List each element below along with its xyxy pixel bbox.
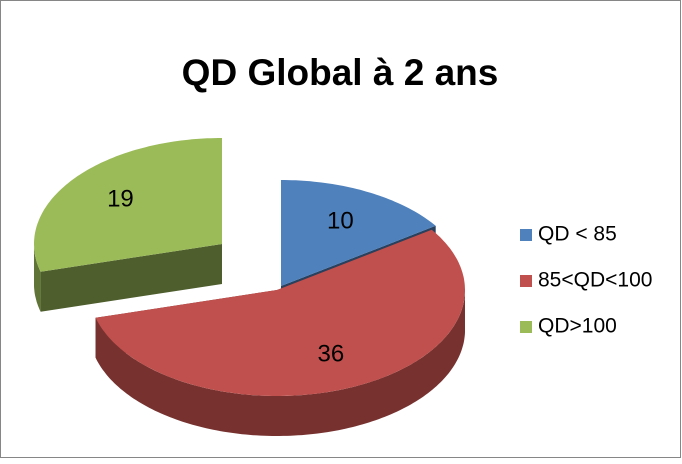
legend-swatch	[520, 321, 532, 333]
pie: 10 36 19	[34, 138, 465, 436]
slice-wall	[34, 244, 41, 312]
data-label: 36	[318, 341, 345, 368]
chart-title: QD Global à 2 ans	[182, 52, 499, 93]
slice	[34, 138, 222, 272]
legend-label: 85<QD<100	[538, 269, 652, 292]
data-label: 19	[107, 186, 134, 213]
slice-wall	[95, 290, 465, 436]
slice	[95, 229, 465, 396]
slice	[281, 180, 436, 286]
legend: QD < 85 85<QD<100 QD>100	[520, 223, 652, 338]
slice-side	[40, 244, 222, 312]
legend-label: QD < 85	[538, 223, 617, 246]
legend-label: QD>100	[538, 315, 617, 338]
data-label: 10	[327, 208, 354, 235]
legend-swatch	[520, 275, 532, 287]
legend-swatch	[520, 229, 532, 241]
